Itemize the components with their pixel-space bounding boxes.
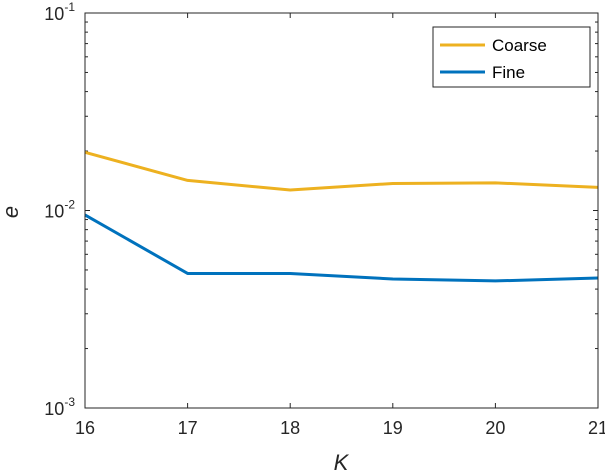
series-line-coarse bbox=[84, 150, 599, 192]
legend: Coarse Fine bbox=[432, 26, 591, 88]
plot-area-border bbox=[84, 12, 599, 409]
y-tick-exponent: -2 bbox=[64, 198, 75, 212]
x-tick-label: 21 bbox=[588, 418, 605, 438]
legend-label-coarse: Coarse bbox=[492, 36, 547, 55]
y-tick-base: 10 bbox=[44, 4, 64, 24]
y-tick-label: 10-2 bbox=[44, 198, 75, 222]
y-axis-label: e bbox=[0, 206, 23, 218]
x-axis-label: K bbox=[334, 450, 350, 475]
x-tick-label: 19 bbox=[383, 418, 403, 438]
y-tick-exponent: -3 bbox=[64, 395, 75, 409]
y-tick-base: 10 bbox=[44, 202, 64, 222]
y-tick-label: 10-1 bbox=[44, 0, 75, 24]
y-tick-exponent: -1 bbox=[64, 0, 75, 14]
legend-label-fine: Fine bbox=[492, 63, 525, 82]
series-line-fine bbox=[84, 213, 599, 283]
x-tick-label: 16 bbox=[75, 418, 95, 438]
x-tick-label: 18 bbox=[280, 418, 300, 438]
y-tick-base: 10 bbox=[44, 399, 64, 419]
x-tick-label: 17 bbox=[178, 418, 198, 438]
x-tick-label: 20 bbox=[485, 418, 505, 438]
y-tick-label: 10-3 bbox=[44, 395, 75, 419]
